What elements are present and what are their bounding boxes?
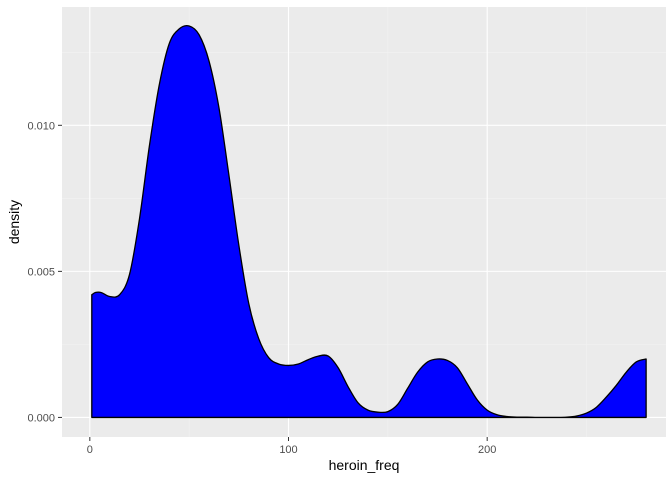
x-tick-label: 200 [478, 444, 496, 456]
y-tick-label: 0.005 [27, 266, 55, 278]
axis-ticks [58, 124, 488, 441]
y-tick-label: 0.010 [27, 120, 55, 132]
axis-tick-labels: 0 100 200 0.000 0.005 0.010 [27, 120, 496, 456]
y-axis-title: density [6, 200, 22, 244]
x-axis-title: heroin_freq [329, 457, 400, 473]
x-tick-label: 0 [87, 444, 93, 456]
x-tick-label: 100 [279, 444, 297, 456]
series-layer [91, 24, 647, 419]
density-area [91, 24, 647, 419]
y-tick-label: 0.000 [27, 412, 55, 424]
